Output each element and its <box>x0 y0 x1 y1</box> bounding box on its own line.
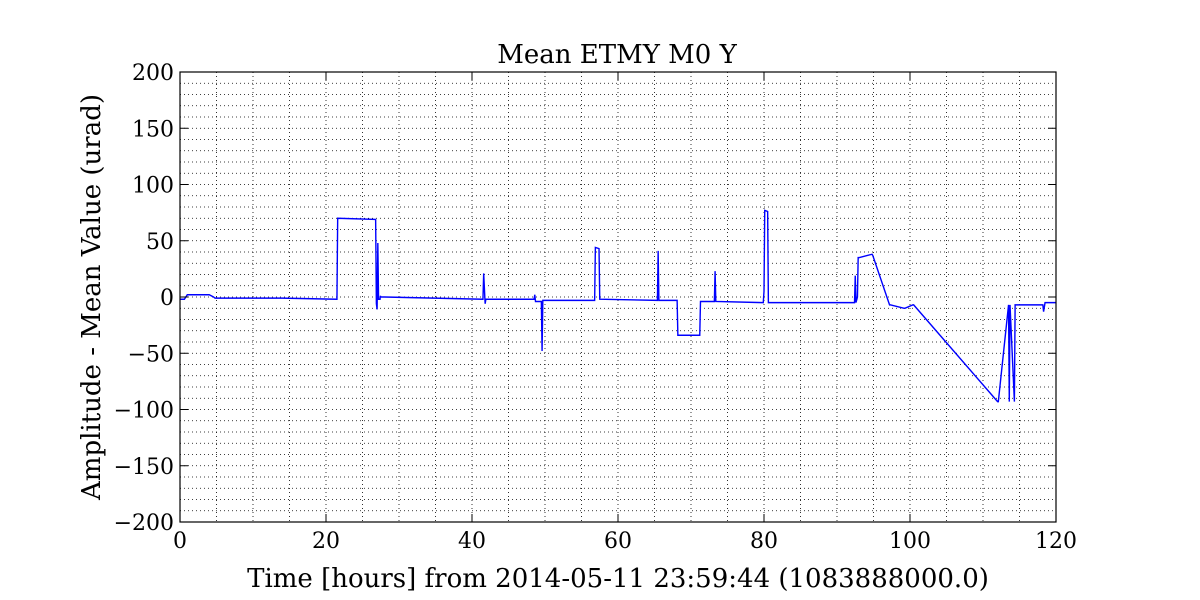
y-tick-label: 100 <box>132 174 174 199</box>
y-tick-label: −100 <box>114 399 174 424</box>
axis-ticks <box>179 71 1057 523</box>
y-tick-label: −150 <box>114 455 174 480</box>
y-tick-label: 200 <box>132 61 174 86</box>
x-axis-label: Time [hours] from 2014-05-11 23:59:44 (1… <box>247 564 989 594</box>
y-tick-label: 150 <box>132 117 174 142</box>
grid-lines <box>180 72 1056 522</box>
x-tick-label: 20 <box>312 529 340 554</box>
x-tick-label: 80 <box>750 529 778 554</box>
y-tick-labels: 200 150 100 50 0 −50 −100 −150 −200 <box>114 61 174 536</box>
x-tick-label: 40 <box>458 529 486 554</box>
x-tick-label: 100 <box>889 529 931 554</box>
y-axis-label: Amplitude - Mean Value (urad) <box>77 94 107 501</box>
x-tick-label: 60 <box>604 529 632 554</box>
x-tick-label: 120 <box>1035 529 1077 554</box>
y-tick-label: 0 <box>160 286 174 311</box>
y-tick-label: −200 <box>114 511 174 536</box>
x-tick-labels: 0 20 40 60 80 100 120 <box>173 529 1077 554</box>
chart-title: Mean ETMY M0 Y <box>497 40 737 70</box>
y-tick-label: −50 <box>128 342 174 367</box>
x-tick-label: 0 <box>173 529 187 554</box>
series-line <box>180 209 1056 403</box>
series-layer <box>180 209 1056 403</box>
y-tick-label: 50 <box>146 230 174 255</box>
